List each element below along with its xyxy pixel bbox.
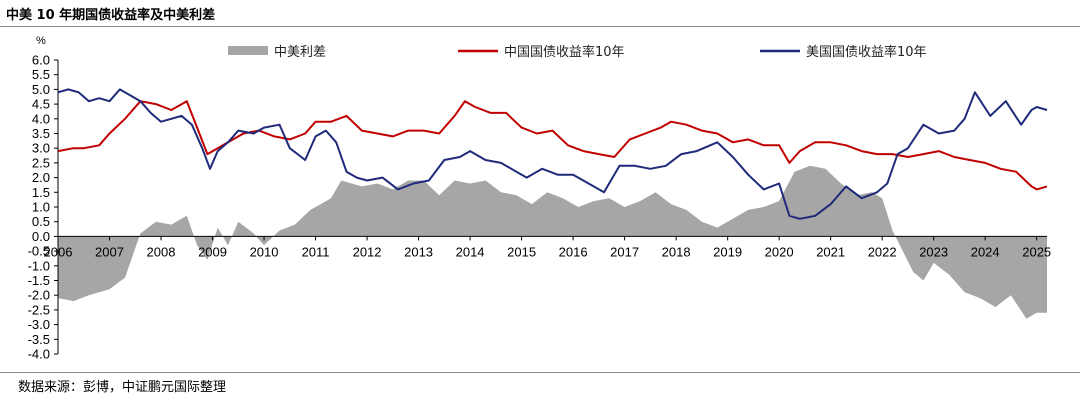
x-tick-label: 2014 [456,244,485,259]
x-tick-label: 2006 [44,244,73,259]
x-tick-label: 2025 [1022,244,1051,259]
legend-label: 中国国债收益率10年 [504,44,625,60]
top-divider [0,26,1080,27]
spread-area-layer [58,165,1047,319]
x-tick-label: 2024 [971,244,1000,259]
axes-layer: 6.05.55.04.54.03.53.02.52.01.51.00.50.0-… [28,35,1052,362]
y-tick-label: 1.5 [32,185,50,200]
series-0-spread-area [58,165,1047,319]
legend-label: 美国国债收益率10年 [806,44,927,60]
legend: 中美利差 中国国债收益率10年 美国国债收益率10年 [228,44,927,60]
y-tick-label: 6.0 [32,53,50,68]
y-tick-label: -4.0 [28,347,50,362]
x-tick-label: 2018 [662,244,691,259]
y-tick-label: 4.0 [32,111,50,126]
y-tick-label: -2.0 [28,288,50,303]
yield-lines-layer [57,88,1048,220]
y-tick-label: 0.5 [32,214,50,229]
y-tick-label: 2.5 [32,155,50,170]
y-tick-label: -1.5 [28,273,50,288]
y-tick-label: 3.5 [32,126,50,141]
y-tick-label: -0.5 [28,244,50,259]
x-tick-label: 2008 [147,244,176,259]
y-tick-label: -3.0 [28,317,50,332]
y-tick-label: -2.5 [28,302,50,317]
series-1-line [57,100,1048,191]
y-tick-label: 0.0 [32,229,50,244]
x-tick-label: 2012 [353,244,382,259]
x-tick-label: 2013 [404,244,433,259]
x-tick-label: 2011 [302,244,330,259]
bottom-divider [0,372,1080,373]
x-tick-label: 2015 [507,244,536,259]
x-tick-label: 2023 [919,244,948,259]
source-note: 数据来源：彭博，中证鹏元国际整理 [18,380,227,395]
x-tick-label: 2017 [610,244,639,259]
y-tick-label: 2.0 [32,170,50,185]
y-tick-label: 4.5 [32,97,50,112]
y-tick-label: -3.5 [28,332,50,347]
x-tick-label: 2019 [713,244,742,259]
x-tick-label: 2016 [559,244,588,259]
y-tick-label: 5.0 [32,82,50,97]
legend-swatch-spread [228,46,268,55]
y-tick-label: 3.0 [32,141,50,156]
y-tick-label: -1.0 [28,258,50,273]
y-tick-label: 1.0 [32,200,50,215]
chart: 6.05.55.04.54.03.53.02.52.01.51.00.50.0-… [28,35,1052,362]
x-tick-label: 2020 [765,244,794,259]
x-tick-label: 2021 [816,244,845,259]
y-tick-label: 5.5 [32,67,50,82]
chart-title: 中美 10 年期国债收益率及中美利差 [6,8,216,23]
series-2-line [57,88,1048,220]
y-axis-ticks: 6.05.55.04.54.03.53.02.52.01.51.00.50.0-… [28,53,58,362]
x-axis-ticks: 2006 2007 2008 2009 2010 2011 2012 2013 2014 2015… [44,236,1051,259]
y-axis-unit: % [36,35,46,47]
x-tick-label: 2010 [250,244,279,259]
legend-label: 中美利差 [274,45,326,60]
x-tick-label: 2009 [198,244,227,259]
x-tick-label: 2007 [95,244,124,259]
x-tick-label: 2022 [868,244,897,259]
